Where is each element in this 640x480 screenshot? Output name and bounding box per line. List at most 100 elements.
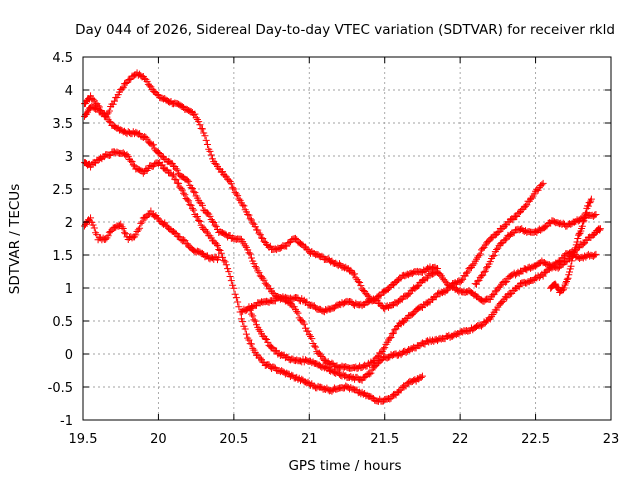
data-point [387, 333, 395, 341]
data-point [572, 244, 580, 252]
data-point [195, 216, 203, 224]
data-point [254, 267, 262, 275]
y-tick-label: -1 [60, 414, 73, 429]
y-tick-label: 2 [65, 216, 73, 231]
data-point [245, 211, 253, 219]
data-point [252, 264, 260, 272]
data-point [434, 265, 442, 273]
data-point [229, 281, 237, 289]
data-point [177, 184, 185, 192]
data-point [212, 240, 220, 248]
data-point [264, 338, 272, 346]
y-tick-label: 0 [65, 348, 73, 363]
data-point [563, 275, 571, 283]
data-point [247, 254, 255, 262]
data-point [250, 260, 258, 268]
data-point [386, 334, 394, 342]
data-point [123, 151, 131, 159]
x-tick-label: 19.5 [69, 432, 98, 447]
data-point [352, 274, 360, 282]
x-tick-label: 21.5 [370, 432, 399, 447]
data-point [122, 80, 130, 88]
x-tick-label: 23 [603, 432, 620, 447]
data-point [202, 136, 210, 144]
data-point [490, 290, 498, 298]
data-point [503, 278, 511, 286]
data-point [592, 211, 600, 219]
data-point [214, 242, 222, 250]
data-point [481, 267, 489, 275]
data-point [570, 249, 578, 257]
data-point [102, 112, 110, 120]
data-point [192, 114, 200, 122]
y-tick-label: -0.5 [48, 381, 73, 396]
data-point [367, 369, 375, 377]
data-point [191, 110, 199, 118]
data-point [506, 290, 514, 298]
data-point [196, 217, 204, 225]
data-point [559, 286, 567, 294]
data-point [109, 100, 117, 108]
data-point [128, 158, 136, 166]
data-point [235, 303, 243, 311]
data-point [579, 240, 587, 248]
data-point [523, 201, 531, 209]
data-point [198, 201, 206, 209]
data-point [581, 210, 589, 218]
data-point [560, 284, 568, 292]
data-point [479, 271, 487, 279]
data-point [493, 246, 501, 254]
data-point [580, 217, 588, 225]
data-point [432, 293, 440, 301]
data-point [254, 226, 262, 234]
data-point [230, 284, 238, 292]
data-point [446, 283, 454, 291]
data-point [567, 262, 575, 270]
data-point [476, 250, 484, 258]
series-track-2 [81, 92, 547, 373]
data-point [591, 230, 599, 238]
series-track-8 [547, 195, 595, 297]
data-point [293, 308, 301, 316]
data-point [256, 354, 264, 362]
data-point [300, 320, 308, 328]
data-point [357, 282, 365, 290]
x-axis-title: GPS time / hours [288, 458, 401, 474]
y-tick-label: 3.5 [52, 117, 73, 132]
axis-ticks [82, 56, 612, 421]
data-point [89, 95, 97, 103]
data-point [291, 234, 299, 242]
data-point [574, 234, 582, 242]
data-point [239, 201, 247, 209]
data-point [246, 215, 254, 223]
data-point [119, 84, 127, 92]
y-tick-label: 1 [65, 282, 73, 297]
data-point [127, 157, 135, 165]
data-point [247, 340, 255, 348]
data-point [503, 294, 511, 302]
data-point [469, 261, 477, 269]
data-point [245, 336, 253, 344]
data-point [234, 298, 242, 306]
data-point [215, 245, 223, 253]
data-point [247, 310, 255, 318]
data-point [283, 242, 291, 250]
data-point [158, 161, 166, 169]
data-point [486, 258, 494, 266]
data-point [239, 318, 247, 326]
data-point [137, 219, 145, 227]
data-point [591, 251, 599, 259]
data-point [246, 306, 254, 314]
data-point [118, 223, 126, 231]
data-point [562, 279, 570, 287]
data-point [172, 176, 180, 184]
data-point [251, 263, 259, 271]
data-point [249, 219, 257, 227]
data-point [143, 77, 151, 85]
data-point [241, 242, 249, 250]
data-point [474, 277, 482, 285]
data-point [142, 133, 150, 141]
data-point [185, 197, 193, 205]
data-point [457, 277, 465, 285]
data-point [245, 249, 253, 257]
